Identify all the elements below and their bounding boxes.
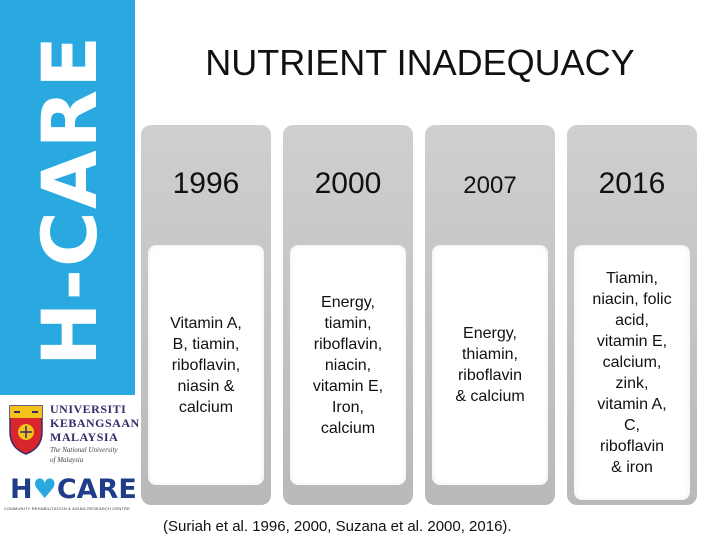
page-title: NUTRIENT INADEQUACY: [205, 42, 635, 83]
timeline-column-1996: 1996 Vitamin A, B, tiamin, riboflavin, n…: [141, 125, 271, 505]
heart-icon: ♥: [32, 474, 57, 505]
ukm-line-3: MALAYSIA: [50, 430, 119, 444]
brand-band: H-CARE: [0, 0, 135, 395]
timeline-nutrients: Tiamin, niacin, folic acid, vitamin E, c…: [592, 269, 672, 476]
hcare-wordmark-h: H: [10, 474, 33, 505]
ukm-tagline-1: The National University: [50, 446, 118, 454]
timeline-card: Energy, tiamin, riboflavin, niacin, vita…: [290, 245, 406, 485]
timeline-column-2016: 2016 Tiamin, niacin, folic acid, vitamin…: [567, 125, 697, 505]
brand-vertical-text: H-CARE: [25, 33, 114, 367]
citation-text: (Suriah et al. 1996, 2000, Suzana et al.…: [163, 518, 512, 535]
timeline-nutrients: Vitamin A, B, tiamin, riboflavin, niasin…: [170, 314, 242, 416]
timeline-card: Vitamin A, B, tiamin, riboflavin, niasin…: [148, 245, 264, 485]
sidebar-branding: H-CARE UNIVERSITI KEBANGSAAN MALAYSIA Th…: [0, 0, 139, 540]
timeline-card: Energy, thiamin, riboflavin & calcium: [432, 245, 548, 485]
ukm-line-2: KEBANGSAAN: [50, 416, 140, 430]
hcare-wordmark-care: CARE: [56, 474, 137, 505]
timeline-card: Tiamin, niacin, folic acid, vitamin E, c…: [574, 245, 690, 500]
ukm-wordmark: UNIVERSITI KEBANGSAAN MALAYSIA The Natio…: [50, 402, 140, 464]
timeline-column-2007: 2007 Energy, thiamin, riboflavin & calci…: [425, 125, 555, 505]
ukm-crest-icon: [9, 405, 43, 455]
timeline-column-2000: 2000 Energy, tiamin, riboflavin, niacin,…: [283, 125, 413, 505]
ukm-tagline-2: of Malaysia: [50, 456, 84, 464]
hcare-wordmark: H♥CARE: [10, 474, 137, 505]
hcare-logo: H♥CARE COMMUNITY REHABILITATION & AGING …: [4, 474, 137, 514]
hcare-subtitle: COMMUNITY REHABILITATION & AGING RESEARC…: [4, 506, 131, 511]
ukm-line-1: UNIVERSITI: [50, 402, 127, 416]
ukm-logo: UNIVERSITI KEBANGSAAN MALAYSIA The Natio…: [4, 398, 139, 470]
timeline-year: 2016: [598, 167, 666, 200]
timeline-nutrients: Energy, tiamin, riboflavin, niacin, vita…: [312, 293, 384, 437]
timeline-nutrients: Energy, thiamin, riboflavin & calcium: [455, 325, 525, 405]
timeline-year: 2000: [314, 167, 382, 200]
timeline-year: 2007: [463, 172, 517, 199]
timeline-year: 1996: [172, 167, 240, 200]
